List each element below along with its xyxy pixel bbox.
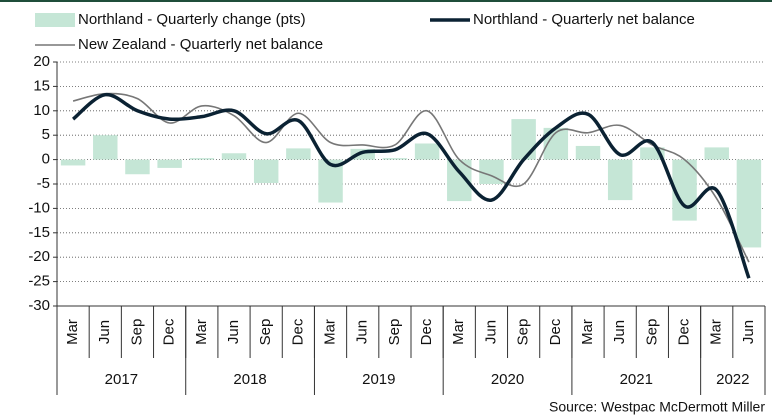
x-tick-label: Dec bbox=[418, 318, 435, 345]
bar bbox=[60, 159, 86, 166]
bar bbox=[350, 148, 375, 160]
x-tick-label: Sep bbox=[257, 319, 274, 346]
legend-label: New Zealand - Quarterly net balance bbox=[78, 36, 323, 53]
year-label: 2018 bbox=[233, 371, 266, 388]
y-tick-label: -25 bbox=[28, 273, 50, 290]
x-tick-label: Dec bbox=[676, 318, 693, 345]
x-tick-label: Jun bbox=[740, 320, 757, 344]
y-tick-label: -15 bbox=[28, 224, 50, 241]
bar bbox=[253, 159, 279, 184]
x-tick-label: Dec bbox=[547, 318, 564, 345]
y-tick-label: 20 bbox=[33, 53, 50, 70]
bar bbox=[414, 143, 440, 160]
x-tick-label: Dec bbox=[161, 318, 178, 345]
line bbox=[71, 92, 751, 279]
bar bbox=[736, 159, 762, 248]
y-tick-label: -30 bbox=[28, 297, 50, 314]
x-tick-label: Sep bbox=[515, 319, 532, 346]
source: Source: Westpac McDermott Miller bbox=[549, 399, 765, 415]
x-tick-label: Mar bbox=[193, 319, 210, 345]
bar bbox=[286, 148, 311, 160]
year-label: 2019 bbox=[362, 371, 395, 388]
year-label: 2022 bbox=[716, 371, 749, 388]
y-tick-label: -5 bbox=[37, 175, 50, 192]
legend-swatch bbox=[35, 13, 75, 27]
x-tick-label: Sep bbox=[128, 319, 145, 346]
x-tick-label: Jun bbox=[611, 320, 628, 344]
y-tick-label: -10 bbox=[28, 199, 50, 216]
y-tick-label: -20 bbox=[28, 248, 50, 265]
x-tick-label: Mar bbox=[64, 319, 81, 345]
x-tick-label: Mar bbox=[708, 319, 725, 345]
bar bbox=[511, 119, 536, 160]
y-tick-label: 0 bbox=[42, 151, 50, 168]
bar bbox=[189, 158, 215, 160]
bar bbox=[157, 159, 182, 168]
x-tick-label: Sep bbox=[386, 319, 403, 346]
y-tick-label: 10 bbox=[33, 102, 50, 119]
x-tick-label: Sep bbox=[643, 319, 660, 346]
year-label: 2017 bbox=[105, 371, 138, 388]
x-tick-label: Mar bbox=[579, 319, 596, 345]
year-label: 2021 bbox=[620, 371, 653, 388]
x-tick-label: Jun bbox=[225, 320, 242, 344]
line bbox=[72, 92, 750, 263]
bar bbox=[125, 159, 150, 175]
y-tick-label: 15 bbox=[33, 77, 50, 94]
year-label: 2020 bbox=[491, 371, 524, 388]
x-tick-label: Jun bbox=[96, 320, 113, 344]
legend-label: Northland - Quarterly change (pts) bbox=[78, 11, 306, 28]
legend-label: Northland - Quarterly net balance bbox=[473, 11, 695, 28]
x-tick-label: Mar bbox=[322, 319, 339, 345]
x-tick-label: Dec bbox=[289, 318, 306, 345]
x-tick-label: Mar bbox=[450, 319, 467, 345]
bar bbox=[382, 158, 408, 160]
bar bbox=[704, 147, 729, 160]
bar bbox=[607, 159, 633, 201]
x-tick-label: Jun bbox=[482, 320, 499, 344]
x-tick-label: Jun bbox=[354, 320, 371, 344]
y-tick-label: 5 bbox=[42, 126, 50, 143]
bar bbox=[575, 145, 601, 160]
bar bbox=[93, 135, 118, 160]
bar bbox=[221, 153, 247, 160]
